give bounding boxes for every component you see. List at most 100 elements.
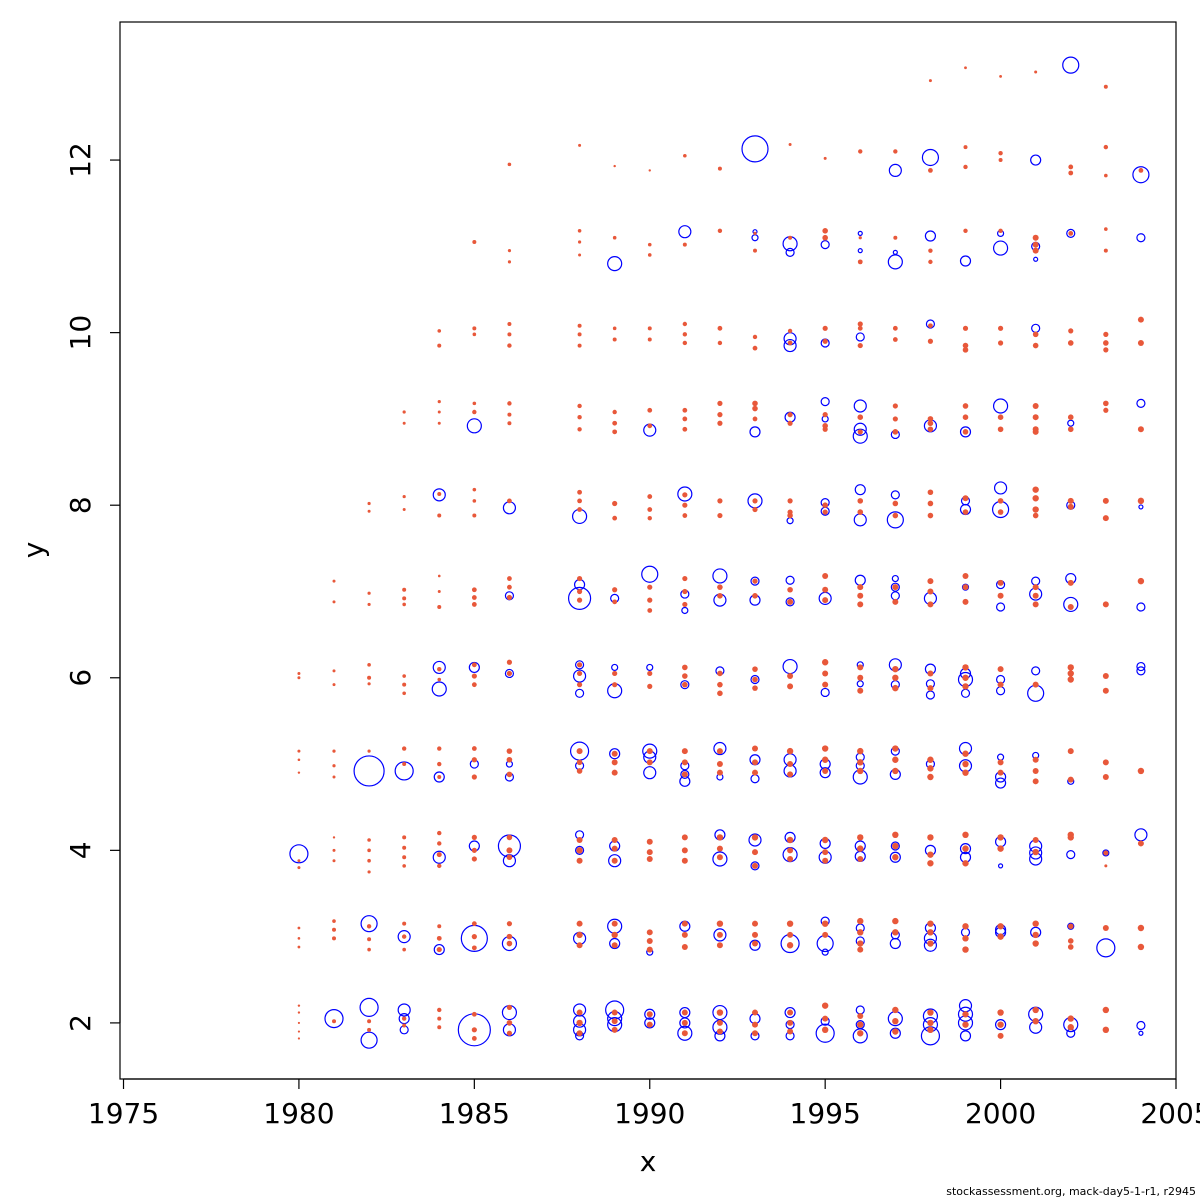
estimated-bubble [577, 343, 582, 348]
estimated-bubble [612, 429, 618, 435]
estimated-bubble [1032, 414, 1039, 421]
estimated-bubble [577, 332, 582, 337]
estimated-bubble [576, 1019, 583, 1027]
estimated-bubble [437, 1007, 442, 1013]
estimated-bubble [646, 946, 653, 953]
estimated-bubble [472, 487, 477, 492]
estimated-bubble [1032, 920, 1039, 927]
estimated-bubble [821, 1002, 829, 1009]
observed-bubble [432, 660, 446, 675]
observed-bubble [996, 753, 1005, 761]
estimated-bubble [962, 664, 969, 671]
observed-bubble [1063, 596, 1079, 613]
estimated-bubble [1032, 1017, 1039, 1025]
estimated-bubble [297, 749, 301, 753]
estimated-bubble [787, 1019, 794, 1026]
y-tick-label: 6 [64, 669, 97, 687]
estimated-bubble [297, 926, 301, 930]
observed-bubble [924, 230, 937, 242]
estimated-bubble [1103, 400, 1109, 407]
estimated-bubble [437, 410, 441, 414]
estimated-bubble [1137, 577, 1145, 585]
estimated-bubble [753, 231, 757, 235]
estimated-bubble [332, 749, 336, 753]
estimated-bubble [857, 767, 864, 775]
estimated-bubble [997, 933, 1004, 940]
estimated-bubble [1032, 342, 1039, 349]
estimated-bubble [787, 598, 794, 605]
estimated-bubble [576, 575, 583, 582]
estimated-bubble [367, 1027, 372, 1032]
observed-bubble [786, 517, 794, 525]
x-tick-label: 1995 [790, 1097, 861, 1130]
estimated-bubble [681, 1030, 688, 1037]
observed-bubble [574, 845, 585, 855]
observed-bubble [992, 398, 1009, 414]
estimated-bubble [822, 338, 828, 344]
estimated-bubble [402, 947, 406, 952]
estimated-bubble [822, 325, 828, 331]
estimated-bubble [999, 74, 1002, 78]
estimated-bubble [962, 683, 969, 690]
estimated-bubble [401, 934, 407, 939]
estimated-bubble [646, 855, 653, 862]
observed-bubble [958, 999, 973, 1013]
estimated-bubble [892, 674, 899, 681]
observed-bubble [890, 591, 900, 601]
observed-bubble [959, 426, 972, 438]
estimated-bubble [297, 758, 301, 762]
estimated-bubble [1032, 584, 1039, 591]
observed-bubble [433, 771, 445, 783]
estimated-bubble [471, 921, 477, 927]
estimated-bubble [471, 746, 477, 751]
estimated-bubble [1102, 673, 1109, 680]
observed-bubble [712, 568, 728, 584]
estimated-bubble [716, 1009, 724, 1016]
observed-bubble [646, 663, 654, 672]
estimated-bubble [752, 849, 759, 856]
estimated-bubble [297, 937, 301, 940]
estimated-bubble [1067, 604, 1074, 611]
estimated-bubble [997, 681, 1004, 688]
estimated-bubble [507, 343, 512, 348]
estimated-bubble [1068, 164, 1074, 170]
observed-bubble [853, 399, 867, 413]
estimated-bubble [962, 946, 969, 953]
estimated-bubble [997, 666, 1004, 673]
estimated-bubble [1032, 428, 1039, 435]
estimated-bubble [437, 677, 442, 682]
observed-bubble [289, 844, 309, 864]
estimated-bubble [1032, 402, 1039, 409]
observed-bubble [785, 247, 795, 257]
observed-bubble [677, 1025, 693, 1041]
estimated-bubble [437, 924, 442, 929]
estimated-bubble [682, 492, 688, 498]
estimated-bubble [1032, 756, 1039, 763]
estimated-bubble [752, 666, 758, 672]
estimated-bubble [752, 745, 759, 752]
estimated-bubble [927, 765, 934, 772]
estimated-bubble [857, 342, 863, 349]
estimated-bubble [1137, 840, 1144, 847]
estimated-bubble [962, 572, 969, 579]
observed-bubble [1030, 154, 1042, 166]
estimated-bubble [681, 1009, 688, 1016]
estimated-bubble [716, 942, 723, 949]
estimated-bubble [716, 769, 723, 776]
estimated-bubble [892, 854, 899, 861]
estimated-bubble [577, 323, 582, 328]
observed-bubble [751, 234, 759, 242]
estimated-bubble [752, 759, 759, 766]
estimated-bubble [822, 509, 828, 515]
observed-bubble [641, 565, 659, 583]
estimated-bubble [402, 682, 407, 687]
observed-bubble [1136, 661, 1146, 672]
estimated-bubble [716, 834, 724, 841]
estimated-bubble [857, 929, 864, 936]
estimated-bubble [437, 421, 441, 425]
observed-bubble [432, 850, 446, 864]
estimated-bubble [998, 158, 1003, 163]
estimated-bubble [857, 917, 864, 925]
estimated-bubble [611, 1026, 618, 1033]
estimated-bubble [647, 608, 653, 613]
